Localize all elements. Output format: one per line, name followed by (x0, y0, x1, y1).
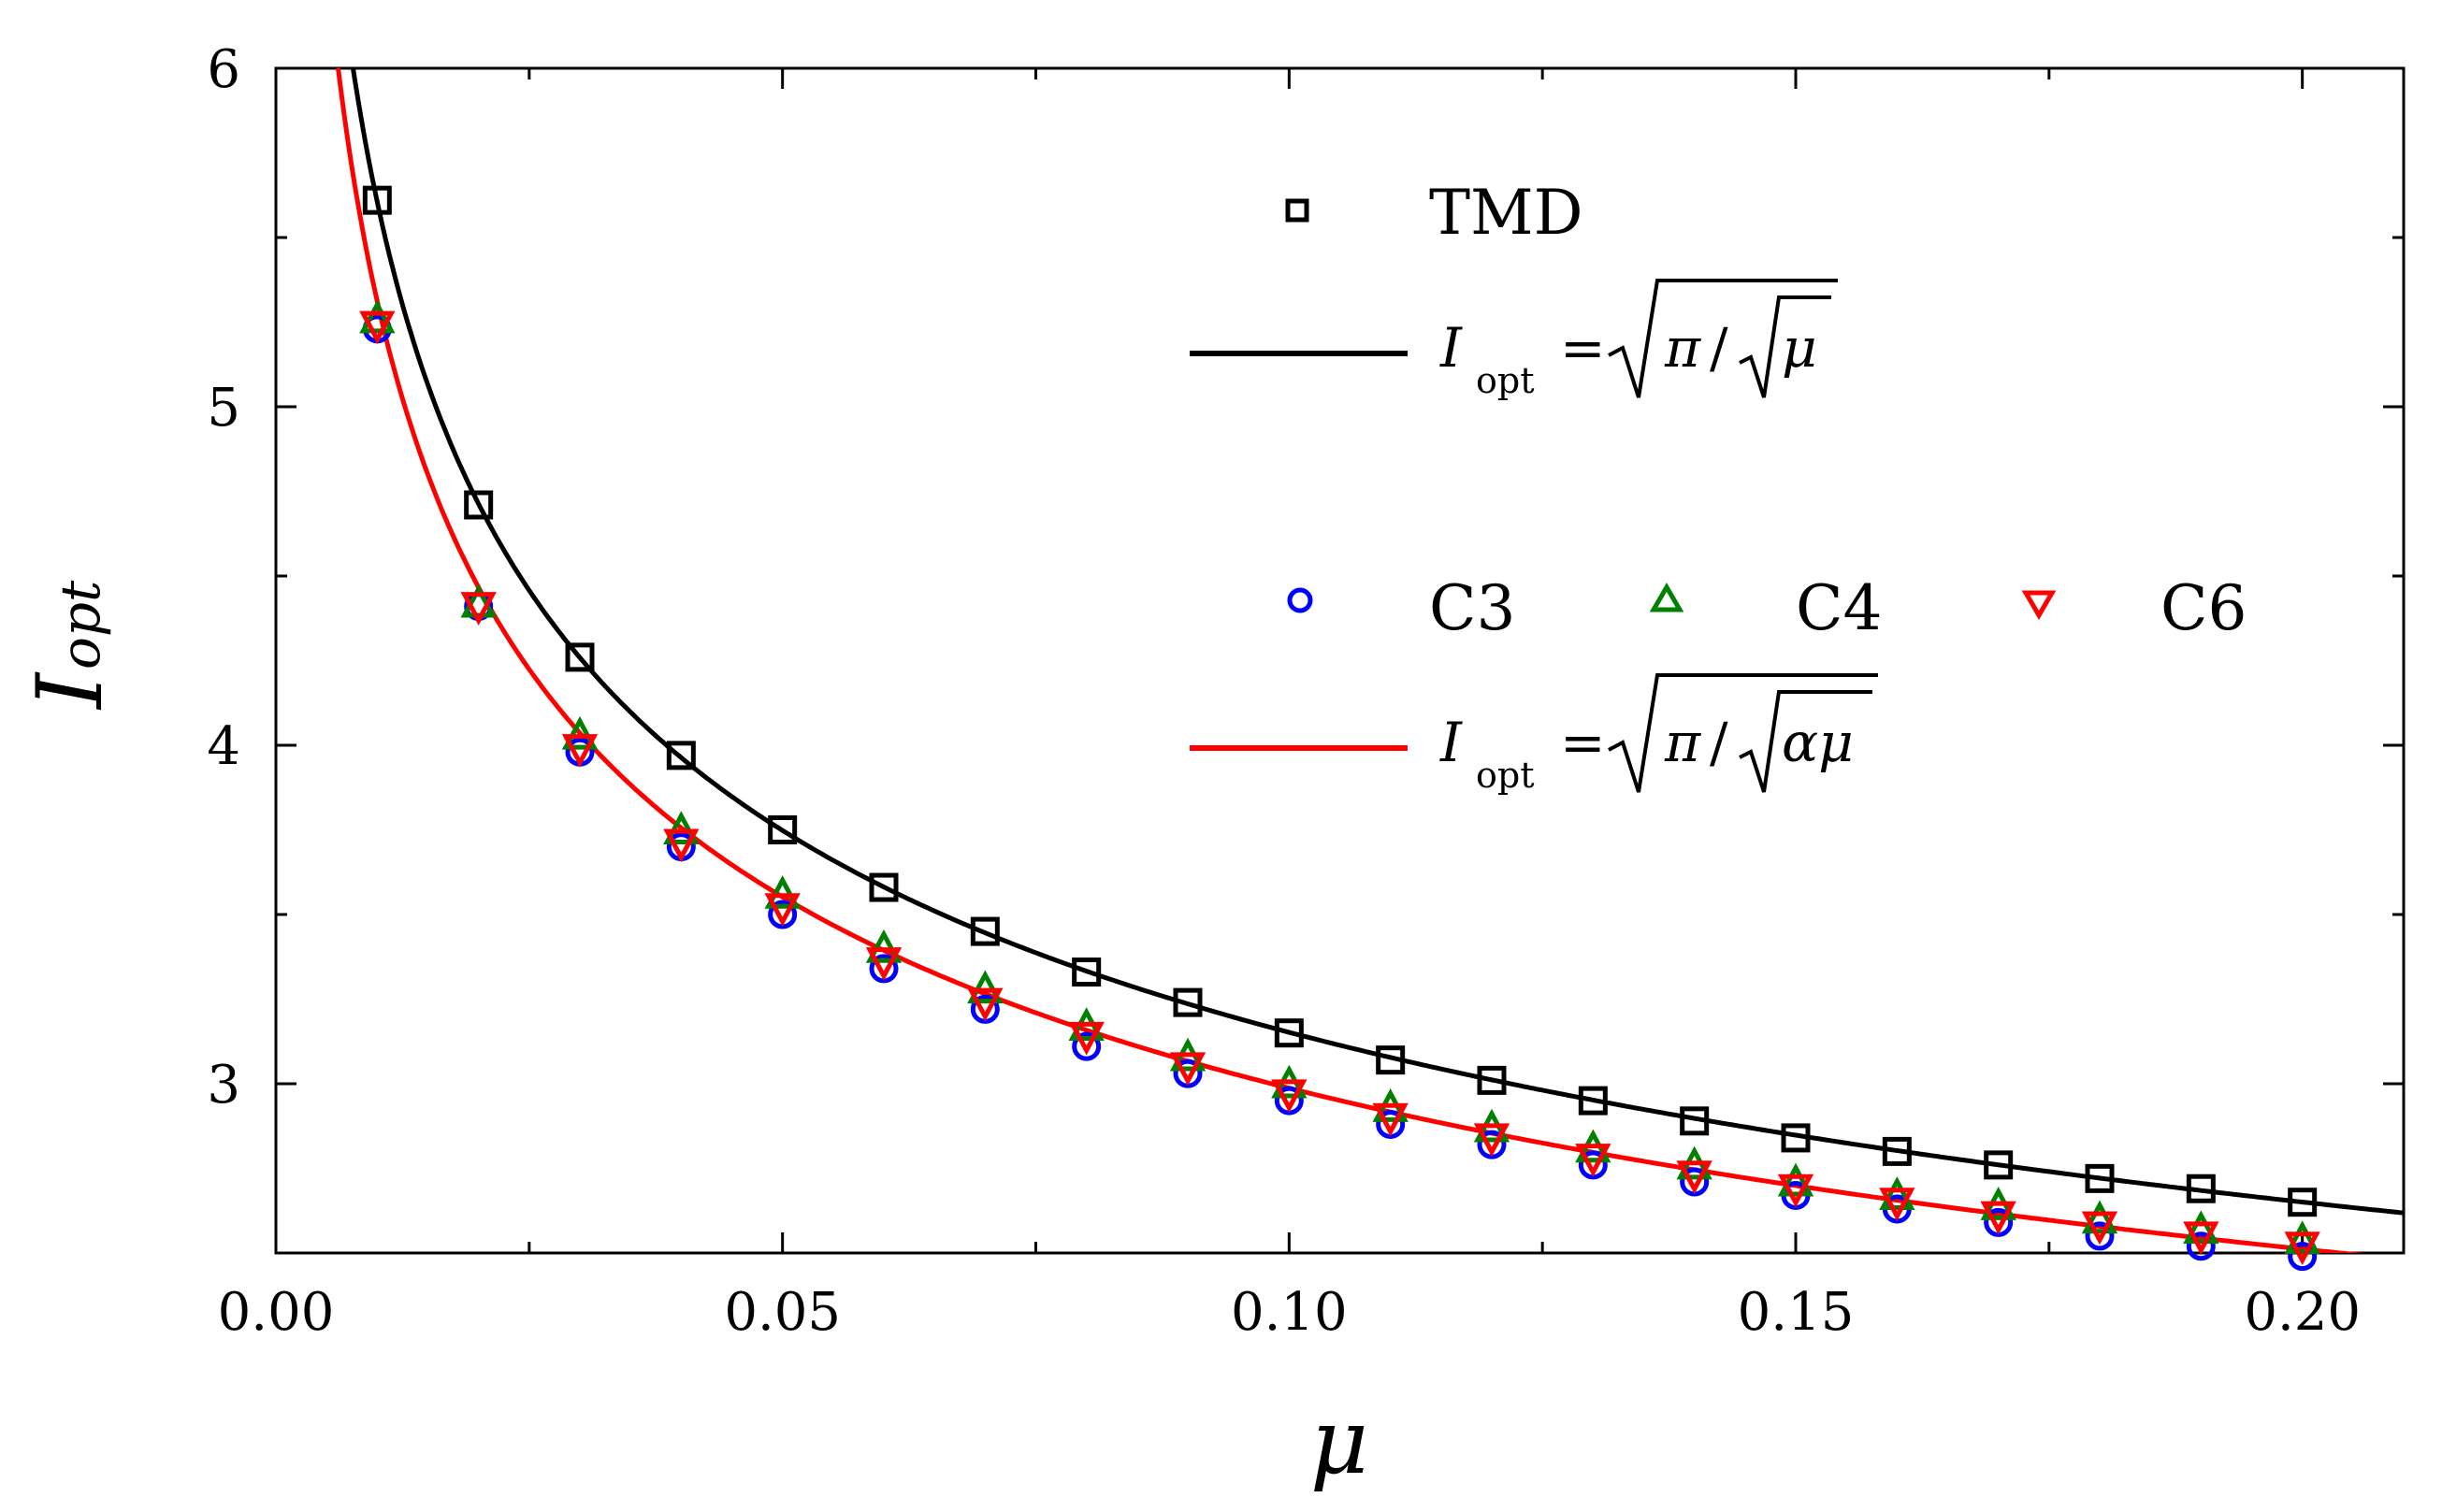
marker-c4 (1777, 1162, 1814, 1197)
y-axis-title-main: I (18, 671, 123, 711)
marker-c6 (1575, 1144, 1611, 1177)
eq2-sqrt-inner (1739, 690, 1872, 793)
eq1-pi: π (1664, 316, 1701, 380)
marker-c6 (2081, 1211, 2118, 1246)
marker-tmd (1882, 1136, 1912, 1166)
marker-c3 (2186, 1231, 2216, 1261)
marker-tmd (666, 741, 696, 770)
marker-tmd (1072, 958, 1102, 987)
x-tick-label: 0.10 (1231, 1282, 1348, 1343)
marker-c6 (663, 828, 700, 863)
eq1-mu: μ (1782, 316, 1817, 380)
marker-c6 (865, 947, 903, 981)
marker-c6 (561, 734, 599, 768)
marker-tmd (565, 642, 595, 672)
legend-equation-tmd: I opt = π / μ (1439, 279, 1838, 401)
y-axis-title: I opt (18, 580, 123, 711)
legend-marker-c3 (1287, 587, 1313, 613)
legend: TMD I opt = π / μ C3 C4 C6 I opt = π / (1190, 177, 2247, 796)
marker-tmd (1376, 1045, 1406, 1075)
data-markers (359, 185, 2320, 1272)
eq2-sub: opt (1476, 755, 1534, 796)
eq2-sqrt-outer (1608, 673, 1878, 793)
legend-marker-tmd (1285, 198, 1309, 223)
legend-label-c3: C3 (1429, 572, 1516, 644)
marker-tmd (869, 872, 899, 902)
x-tick-label: 0.05 (724, 1282, 841, 1343)
x-tick-label: 0.15 (1738, 1282, 1855, 1343)
y-axis-title-sub: opt (49, 580, 112, 670)
eq2-lhs: I (1439, 711, 1463, 774)
eq1-equals: = (1560, 316, 1606, 380)
marker-c6 (359, 310, 396, 345)
marker-tmd (1781, 1123, 1811, 1153)
marker-c4 (359, 299, 396, 334)
legend-marker-c4 (1649, 583, 1684, 612)
marker-c6 (1777, 1174, 1814, 1208)
marker-c4 (2284, 1220, 2320, 1255)
legend-equation-csa: I opt = π / αμ (1439, 673, 1878, 796)
legend-marker-c6 (2021, 590, 2057, 620)
eq1-slash: / (1710, 316, 1728, 380)
marker-tmd (2186, 1174, 2216, 1203)
marker-c4 (2081, 1200, 2118, 1234)
marker-c6 (2183, 1221, 2219, 1256)
marker-c6 (2284, 1231, 2320, 1266)
marker-c6 (460, 592, 497, 626)
marker-tmd (2288, 1188, 2318, 1217)
eq2-slash: / (1710, 711, 1728, 774)
x-axis-title: μ (1310, 1390, 1368, 1494)
marker-c6 (1068, 1021, 1105, 1056)
eq1-sqrt-outer (1608, 279, 1838, 398)
plot-frame (274, 66, 2406, 1255)
marker-tmd (1680, 1106, 1710, 1136)
marker-c6 (1169, 1052, 1207, 1087)
axis-ticks (274, 66, 2404, 1255)
marker-tmd (768, 815, 798, 844)
y-tick-label: 3 (207, 1055, 240, 1116)
fit-curve-tmd-fit (350, 68, 2404, 1216)
legend-label-c4: C4 (1796, 572, 1883, 644)
marker-c6 (764, 893, 801, 928)
marker-c3 (2288, 1242, 2318, 1272)
marker-tmd (1173, 987, 1203, 1017)
marker-tmd (1984, 1150, 2014, 1180)
marker-c6 (1372, 1102, 1409, 1137)
marker-c3 (1072, 1031, 1102, 1061)
marker-tmd (1578, 1086, 1608, 1116)
axis-tick-labels: 0.00 0.05 0.10 0.15 0.20 3 4 5 6 (207, 39, 2361, 1343)
marker-tmd (1274, 1018, 1304, 1048)
marker-c6 (1879, 1188, 1915, 1221)
eq1-sub: opt (1476, 360, 1534, 401)
fit-curves (336, 68, 2404, 1253)
legend-label-tmd: TMD (1429, 177, 1583, 249)
eq2-alpha-mu: αμ (1782, 711, 1854, 774)
marker-c6 (967, 987, 1004, 1022)
marker-c4 (2183, 1210, 2219, 1245)
marker-tmd (362, 185, 392, 215)
marker-c6 (1473, 1123, 1510, 1158)
marker-c4 (460, 583, 497, 618)
y-tick-label: 4 (207, 716, 240, 777)
eq2-pi: π (1664, 711, 1701, 774)
x-tick-label: 0.00 (218, 1282, 335, 1343)
marker-c3 (2085, 1221, 2115, 1251)
marker-c6 (1980, 1201, 2016, 1235)
marker-c4 (1879, 1176, 1915, 1210)
marker-tmd (970, 916, 1000, 946)
fit-curve-csa-fit (336, 68, 2364, 1253)
marker-tmd (2085, 1163, 2115, 1193)
y-tick-label: 6 (207, 39, 240, 100)
marker-tmd (1477, 1065, 1507, 1095)
y-tick-label: 5 (207, 378, 240, 439)
eq1-sqrt-inner (1739, 295, 1831, 398)
x-tick-label: 0.20 (2244, 1282, 2361, 1343)
marker-tmd (464, 490, 494, 520)
marker-c6 (1676, 1160, 1712, 1195)
legend-label-c6: C6 (2160, 572, 2247, 644)
marker-c6 (1271, 1079, 1308, 1114)
eq1-lhs: I (1439, 316, 1463, 380)
eq2-equals: = (1560, 711, 1606, 774)
